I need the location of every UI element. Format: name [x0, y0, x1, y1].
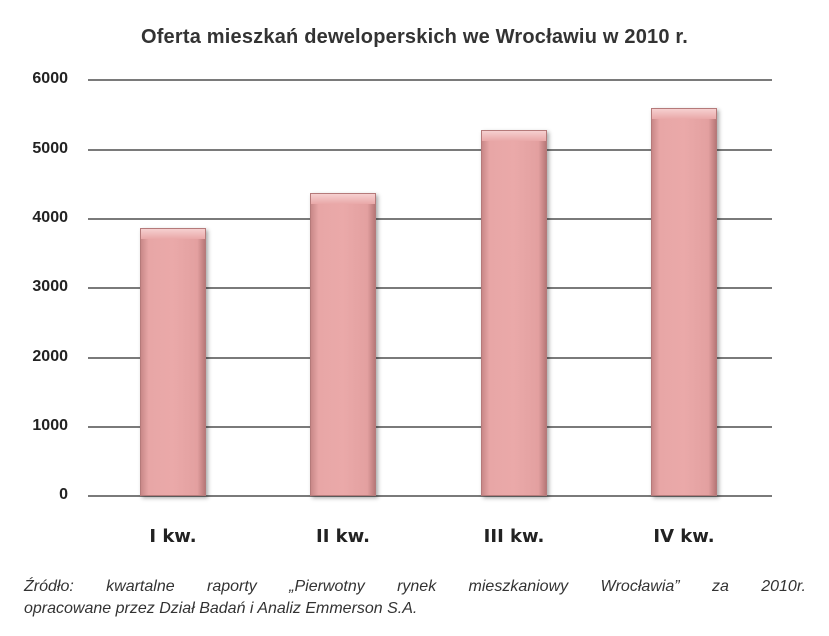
gridline: [88, 357, 772, 359]
y-tick-4000: 4000: [32, 209, 68, 226]
y-tick-0: 0: [59, 486, 68, 503]
bar-q3: [481, 129, 547, 496]
gridline: [88, 79, 772, 81]
gridline: [88, 149, 772, 151]
y-tick-6000: 6000: [32, 70, 68, 87]
chart-title: Oferta mieszkań deweloperskich we Wrocła…: [140, 26, 689, 48]
bar-q1: [140, 227, 206, 496]
y-tick-5000: 5000: [32, 140, 68, 157]
plot-area: [88, 79, 772, 497]
source-line-1: Źródło: kwartalne raporty „Pierwotny ryn…: [24, 578, 806, 595]
y-tick-2000: 2000: [32, 348, 68, 365]
y-tick-3000: 3000: [32, 278, 68, 295]
x-tick-q4: IV kw.: [653, 526, 715, 547]
gridline: [88, 426, 772, 428]
bar-q4: [651, 107, 717, 496]
bar-q2: [310, 193, 376, 496]
source-note: Źródło: kwartalne raporty „Pierwotny ryn…: [24, 576, 806, 620]
y-tick-1000: 1000: [32, 417, 68, 434]
x-tick-q1: I kw.: [149, 526, 197, 547]
gridline: [88, 218, 772, 220]
source-line-2: opracowane przez Dział Badań i Analiz Em…: [24, 600, 418, 617]
gridline: [88, 495, 772, 497]
x-tick-q3: III kw.: [483, 526, 545, 547]
x-tick-q2: II kw.: [316, 526, 370, 547]
gridline: [88, 287, 772, 289]
